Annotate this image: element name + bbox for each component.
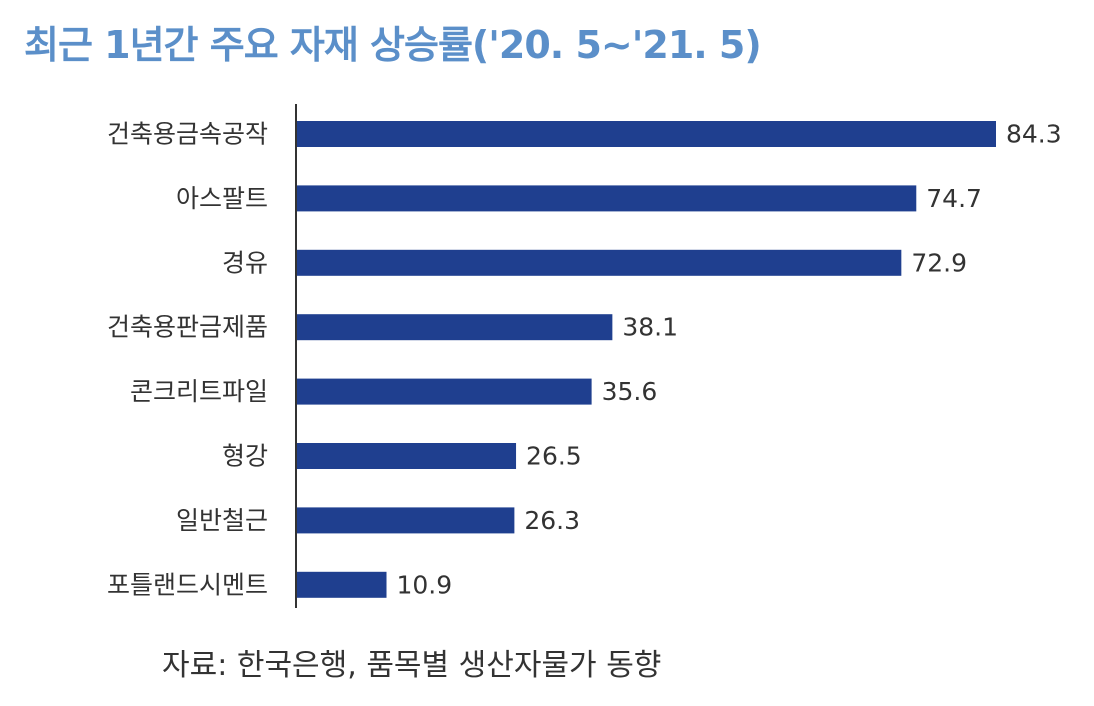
value-label-0: 84.3 [1006,120,1062,149]
category-label-4: 콘크리트파일 [130,377,268,406]
value-labels-group: 84.3 74.7 72.9 38.1 35.6 26.5 26.3 10.9 [397,120,1062,600]
category-label-1: 아스팔트 [176,184,268,213]
bar-1 [296,185,917,212]
category-label-2: 경유 [222,248,268,277]
bar-0 [296,121,996,147]
category-label-0: 건축용금속공작 [107,120,268,149]
value-label-6: 26.3 [524,506,580,535]
category-label-6: 일반철근 [176,506,268,535]
value-label-1: 74.7 [926,184,982,213]
category-label-5: 형강 [222,442,268,471]
bar-3 [296,314,613,341]
value-label-4: 35.6 [602,377,658,406]
bar-2 [296,249,902,276]
category-label-3: 건축용판금제품 [107,313,268,342]
bar-5 [296,443,517,469]
value-label-5: 26.5 [526,442,582,471]
bar-4 [296,378,592,405]
source-note: 자료: 한국은행, 품목별 생산자물가 동향 [162,648,662,683]
bar-6 [296,507,515,534]
bar-7 [296,571,387,598]
value-label-7: 10.9 [397,570,453,599]
value-label-2: 72.9 [911,248,967,277]
category-label-7: 포틀랜드시멘트 [107,570,268,599]
bars-group [296,121,996,598]
value-label-3: 38.1 [622,313,678,342]
chart-title: 최근 1년간 주요 자재 상승률('20. 5~'21. 5) [24,23,762,67]
